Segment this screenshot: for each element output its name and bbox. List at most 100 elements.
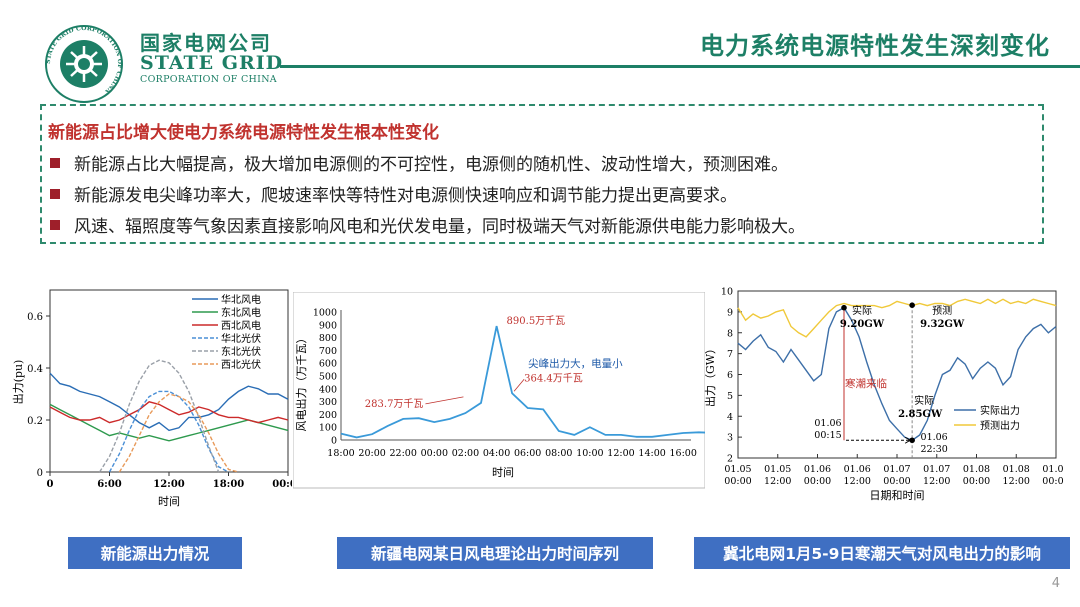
box-heading: 新能源占比增大使电力系统电源特性发生根本性变化 [48,123,439,143]
peak-annotation: 890.5万千瓦 [507,315,566,327]
x-tick-label: 02:00 [452,448,479,459]
y-axis-label: 风电出力（万千瓦） [294,333,308,432]
bullet-text: 风速、辐照度等气象因素直接影响风电和光伏发电量，同时极端天气对新能源供电能力影响… [74,217,805,237]
y-tick-label: 500 [319,372,337,383]
series-line [49,372,289,432]
y-tick-label: 800 [319,333,337,344]
bullet-item: 风速、辐照度等气象因素直接影响风电和光伏发电量，同时极端天气对新能源供电能力影响… [50,212,805,237]
series-line [118,393,239,473]
bullet-text: 新能源发电尖峰功率大，爬坡速率快等特性对电源侧快速响应和调节能力提出更高要求。 [74,186,737,206]
chart-jibei-cold-wave: 234567891001.0500:0001.0512:0001.0600:00… [704,287,1064,503]
x-tick-label: 12:00 [153,479,185,490]
x-tick-label: 22:00 [390,448,417,459]
x-tick-label: 00:00 [883,476,910,487]
y-tick-label: 0 [37,468,43,479]
x-tick-label: 01.05 [724,464,751,475]
x-tick-label: 20:00 [358,448,385,459]
y-tick-label: 600 [319,359,337,370]
x-tick-label: 06:00 [514,448,541,459]
bullet-square-icon [50,189,60,199]
x-tick-label: 08:00 [545,448,572,459]
x-tick-label: 00:00 [804,476,831,487]
company-name-cn: 国家电网公司 [140,31,272,55]
caption-xinjiang-wind: 新疆电网某日风电理论出力时间序列 [337,537,653,569]
x-tick-label: 01.07 [923,464,950,475]
legend-label: 预测出力 [980,419,1020,432]
chart-annotation: 01.06 [814,418,841,429]
x-tick-label: 0 [47,479,54,490]
y-tick-label: 900 [319,320,337,331]
x-axis-label: 时间 [158,495,180,508]
y-tick-label: 2 [727,454,733,465]
y-tick-label: 1000 [313,308,337,319]
y-tick-label: 8 [727,328,733,339]
legend-label: 实际出力 [980,404,1020,417]
chart-annotation: 2.85GW [898,409,943,420]
legend-label: 西北光伏 [221,358,261,371]
key-points-box [40,104,1044,244]
x-tick-label: 12:00 [764,476,791,487]
x-tick-label: 16:00 [670,448,697,459]
y-tick-label: 700 [319,346,337,357]
chart-annotation: 预测 [932,304,952,317]
series-line [49,401,289,424]
chart-annotation: 实际 [914,394,934,407]
data-annotation: 364.4万千瓦 [524,372,583,384]
x-tick-label: 12:00 [607,448,634,459]
x-tick-label: 00:00 [724,476,751,487]
chart-renewable-output: 0 0.2 0.4 0.6 0 6:00 12:00 18:00 00:00 华北风电东北风电西… [11,289,292,508]
y-tick-label: 200 [319,410,337,421]
chart-annotation: 01.06 [921,432,948,443]
y-axis-label: 出力（GW） [704,343,717,407]
x-tick-label: 04:00 [483,448,510,459]
bullet-text: 新能源占比大幅提高，极大增加电源侧的不可控性，电源侧的随机性、波动性增大，预测困… [74,155,788,175]
chart-annotation: 实际 [852,304,872,317]
y-tick-label: 9 [727,307,733,318]
key-point-marker [909,302,915,308]
legend-label: 东北光伏 [221,345,261,358]
x-tick-label: 12:00 [1003,476,1030,487]
y-tick-label: 300 [319,397,337,408]
y-tick-label: 0 [331,436,337,447]
y-tick-label: 10 [721,287,733,298]
annotation-arrow [425,396,464,405]
bullet-item: 新能源发电尖峰功率大，爬坡速率快等特性对电源侧快速响应和调节能力提出更高要求。 [50,181,737,206]
legend-label: 华北风电 [221,293,261,306]
x-tick-label: 01.05 [764,464,791,475]
y-tick-label: 100 [319,423,337,434]
chart-annotation: 9.20GW [840,319,885,330]
legend-label: 东北风电 [221,306,261,319]
x-tick-label: 01.06 [804,464,831,475]
state-grid-logo-icon: STATE GRID CORPORATION OF CHINA [45,25,123,103]
x-tick-label: 01.09 [1042,464,1064,475]
chart-annotation: 寒潮来临 [845,377,887,390]
series-line [340,325,705,439]
y-tick-label: 5 [727,391,733,402]
note-annotation: 尖峰出力大，电量小 [528,357,623,370]
company-subtitle: CORPORATION OF CHINA [140,74,277,85]
page-number: 4 [1051,576,1060,591]
annotation-arrow [513,379,525,392]
y-tick-label: 400 [319,384,337,395]
x-tick-label: 01.06 [844,464,871,475]
x-tick-label: 01.08 [1003,464,1030,475]
series-line [99,359,220,473]
title-divider [280,65,1080,68]
caption-renewable-output: 新能源出力情况 [68,537,242,569]
y-tick-label: 0.2 [27,416,43,427]
caption-jibei-cold-wave: 冀北电网1月5-9日寒潮天气对风电出力的影响 [694,537,1070,569]
key-point-marker [909,437,915,444]
x-tick-label: 18:00 [213,479,245,490]
chart-annotation: 00:15 [814,430,841,441]
bullet-square-icon [50,158,60,168]
y-tick-label: 0.6 [27,312,43,323]
legend-label: 西北风电 [221,319,261,332]
x-tick-label: 01.08 [963,464,990,475]
series-line [737,306,1057,442]
series-line [737,298,1057,338]
x-tick-label: 00:00 [272,479,292,490]
x-axis-label: 日期和时间 [870,489,925,502]
x-tick-label: 14:00 [638,448,665,459]
chart-annotation: 22:30 [920,444,947,455]
